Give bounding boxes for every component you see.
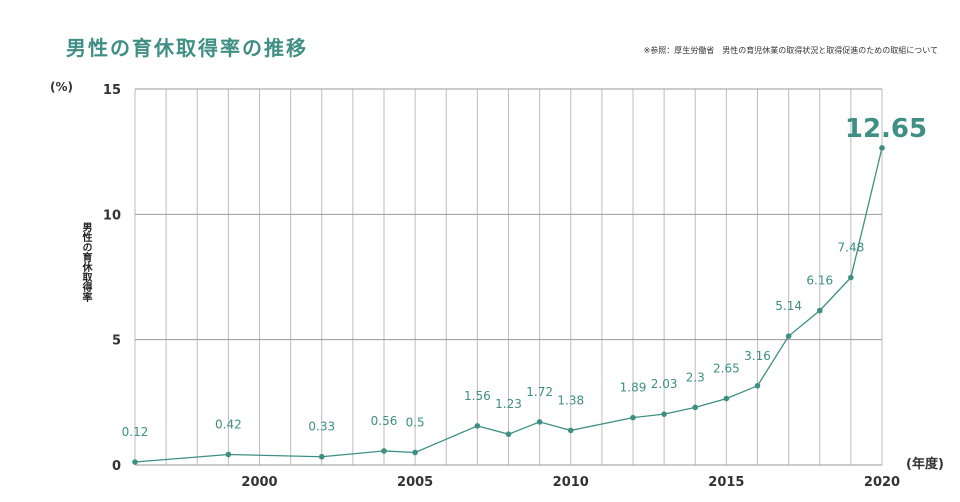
data-point xyxy=(785,333,792,339)
data-label: 1.72 xyxy=(526,385,553,399)
data-label: 0.42 xyxy=(215,417,242,431)
data-point xyxy=(318,453,325,460)
source-note: ※参照：厚生労働省 男性の育児休業の取得状況と取得促進のための取組について xyxy=(643,46,938,55)
x-axis-unit: (年度) xyxy=(906,457,944,472)
data-label: 5.14 xyxy=(775,299,802,313)
data-label: 1.23 xyxy=(495,397,522,411)
data-point xyxy=(816,307,823,314)
y-axis-unit: (%) xyxy=(50,80,73,94)
data-label: 0.56 xyxy=(371,414,398,428)
data-point xyxy=(661,411,667,417)
data-point xyxy=(225,451,232,458)
data-point xyxy=(692,404,699,411)
x-tick-label: 2010 xyxy=(553,475,589,490)
data-point xyxy=(505,431,512,437)
data-label: 0.5 xyxy=(406,415,425,429)
data-label: 1.38 xyxy=(557,393,584,407)
data-label-highlight: 12.65 xyxy=(845,114,927,144)
data-point xyxy=(848,274,854,281)
data-label: 0.33 xyxy=(308,420,335,434)
data-point xyxy=(132,459,138,465)
data-label: 0.12 xyxy=(122,425,149,439)
data-label: 7.48 xyxy=(838,241,865,255)
y-axis-label: 男性の育休取得率 xyxy=(80,222,91,302)
data-point xyxy=(381,448,387,454)
data-point xyxy=(723,395,730,402)
y-tick-label: 5 xyxy=(112,334,121,349)
data-point xyxy=(630,414,636,421)
x-tick-label: 2005 xyxy=(397,475,433,490)
x-tick-label: 2015 xyxy=(708,475,744,490)
data-point xyxy=(474,423,481,429)
chart-title: 男性の育休取得率の推移 xyxy=(66,36,308,60)
data-label: 2.3 xyxy=(686,370,705,384)
y-tick-label: 0 xyxy=(112,459,121,474)
x-tick-label: 2020 xyxy=(864,475,900,490)
series-line xyxy=(134,147,883,463)
data-label: 2.03 xyxy=(651,377,678,391)
data-point xyxy=(754,382,761,389)
data-label: 3.16 xyxy=(744,349,771,363)
data-point xyxy=(567,427,574,434)
data-label: 1.56 xyxy=(464,389,491,403)
data-point xyxy=(412,449,418,456)
data-point xyxy=(879,145,885,151)
data-point xyxy=(536,419,543,425)
data-label: 2.65 xyxy=(713,362,740,376)
y-tick-label: 10 xyxy=(103,208,121,223)
x-tick-label: 2000 xyxy=(241,475,277,490)
data-label: 1.89 xyxy=(620,381,647,395)
data-label: 6.16 xyxy=(806,274,833,288)
y-tick-label: 15 xyxy=(103,83,121,98)
